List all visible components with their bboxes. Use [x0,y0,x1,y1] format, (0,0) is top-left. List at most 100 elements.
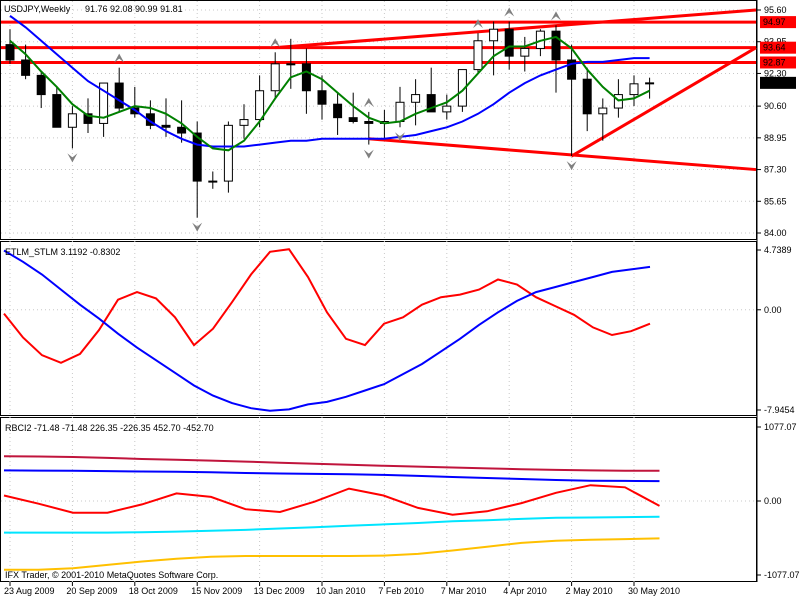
price-chart-area [1,7,757,232]
candle-body [411,94,421,103]
x-tick-label: 10 Jan 2010 [316,586,366,596]
candle-body [504,28,514,57]
x-tick-label: 20 Sep 2009 [66,586,117,596]
y-tick-label: 90.60 [764,101,787,111]
etlm-series-line [3,248,651,364]
candle-body [83,113,93,124]
candle-body [489,28,499,42]
x-tick-label: 7 Feb 2010 [378,586,424,596]
y-tick-label: -1077.07 [764,570,800,580]
fractal-down-arrow-icon [67,153,78,163]
fractal-down-arrow-icon [395,132,405,142]
candle-body [598,107,608,115]
candle-body [192,132,202,182]
candle-body [426,94,436,113]
candle-body [520,47,530,57]
x-tick-label: 30 May 2010 [628,586,680,596]
x-tick-label: 2 May 2010 [566,586,613,596]
blue-moving-average [9,14,650,148]
candle-body [161,124,171,128]
candle-body [333,103,343,119]
y-tick-label: 84.00 [764,228,787,238]
ohlc-label: 91.76 92.08 90.99 91.81 [85,4,183,14]
rbci-series-line [4,515,660,534]
candle-body [223,124,233,182]
candle-body [395,101,405,123]
fractal-up-arrow-icon [551,11,561,21]
rbci-series-line [3,469,660,483]
price-tag-label: 94.97 [763,17,786,27]
fractal-up-arrow-icon [114,53,125,63]
x-tick-label: 18 Oct 2009 [129,586,178,596]
candle-body [239,119,249,126]
etlm-series-line [3,249,651,412]
candle-body [551,30,561,61]
y-tick-label: 4.7389 [764,245,792,255]
rbci-series-line [4,537,660,571]
candle-body [67,113,77,128]
y-tick-label: 0.00 [764,305,782,315]
fractal-down-arrow-icon [192,222,203,232]
y-tick-label: 85.65 [764,196,787,206]
x-tick-label: 13 Dec 2009 [254,586,305,596]
candle-body [567,59,577,80]
candle-body [52,94,62,128]
candle-body [177,126,187,134]
y-tick-label: 87.30 [764,165,787,175]
rbci-chart-area [3,455,660,571]
y-tick-label: 0.00 [764,496,782,506]
candle-body [442,105,452,113]
candle-body [364,121,374,124]
y-tick-label: -7.9454 [764,405,795,415]
fractal-up-arrow-icon [473,19,483,29]
candle-body [473,40,483,71]
x-tick-label: 15 Nov 2009 [191,586,242,596]
x-tick-label: 23 Aug 2009 [4,586,55,596]
price-tag-label: 91.81 [763,78,786,88]
candle-body [21,59,31,76]
candle-body [270,63,280,92]
price-tag [760,76,796,89]
rbci-indicator-label: RBCI2 -71.48 -71.48 226.35 -226.35 452.7… [5,423,214,433]
symbol-label: USDJPY,Weekly [4,4,71,14]
candle-body [286,63,296,66]
candle-body [301,63,311,92]
etlm-indicator-label: ETLM_STLM 3.1192 -0.8302 [5,247,120,257]
etlm-chart-area [3,248,651,412]
candle-body [114,82,124,109]
candle-body [457,69,467,107]
candle-body [645,82,655,85]
candle-body [5,44,15,61]
copyright-label: IFX Trader, © 2001-2010 MetaQuotes Softw… [5,570,218,580]
y-tick-label: 92.30 [764,68,787,78]
fractal-down-arrow-icon [566,161,577,171]
candle-body [36,74,46,96]
price-tag [760,56,796,69]
fractal-up-arrow-icon [504,7,515,17]
x-tick-label: 7 Mar 2010 [441,586,487,596]
rbci-series-line [3,484,660,516]
candle-body [317,90,327,105]
price-tag [760,41,796,54]
fractal-up-arrow-icon [270,38,281,48]
candle-body [629,83,639,96]
candle-body [99,82,109,124]
x-tick-label: 4 Apr 2010 [503,586,547,596]
y-tick-label: 88.95 [764,133,787,143]
fractal-up-arrow-icon [363,97,374,107]
candle-body [348,117,358,123]
candle-body [255,90,265,121]
fractal-down-arrow-icon [363,149,374,159]
axis-labels: 95.6093.9592.3090.6088.9587.3085.6584.00… [4,5,800,596]
y-tick-label: 1077.07 [764,422,797,432]
price-tag [760,16,796,29]
rbci-series-line [3,455,660,472]
price-tag-label: 92.87 [763,57,786,67]
candle-body [208,180,218,183]
trendline [275,8,757,50]
y-tick-label: 95.60 [764,5,787,15]
price-tag-label: 93.64 [763,43,786,53]
candle-body [582,78,592,115]
trendline [368,137,757,172]
